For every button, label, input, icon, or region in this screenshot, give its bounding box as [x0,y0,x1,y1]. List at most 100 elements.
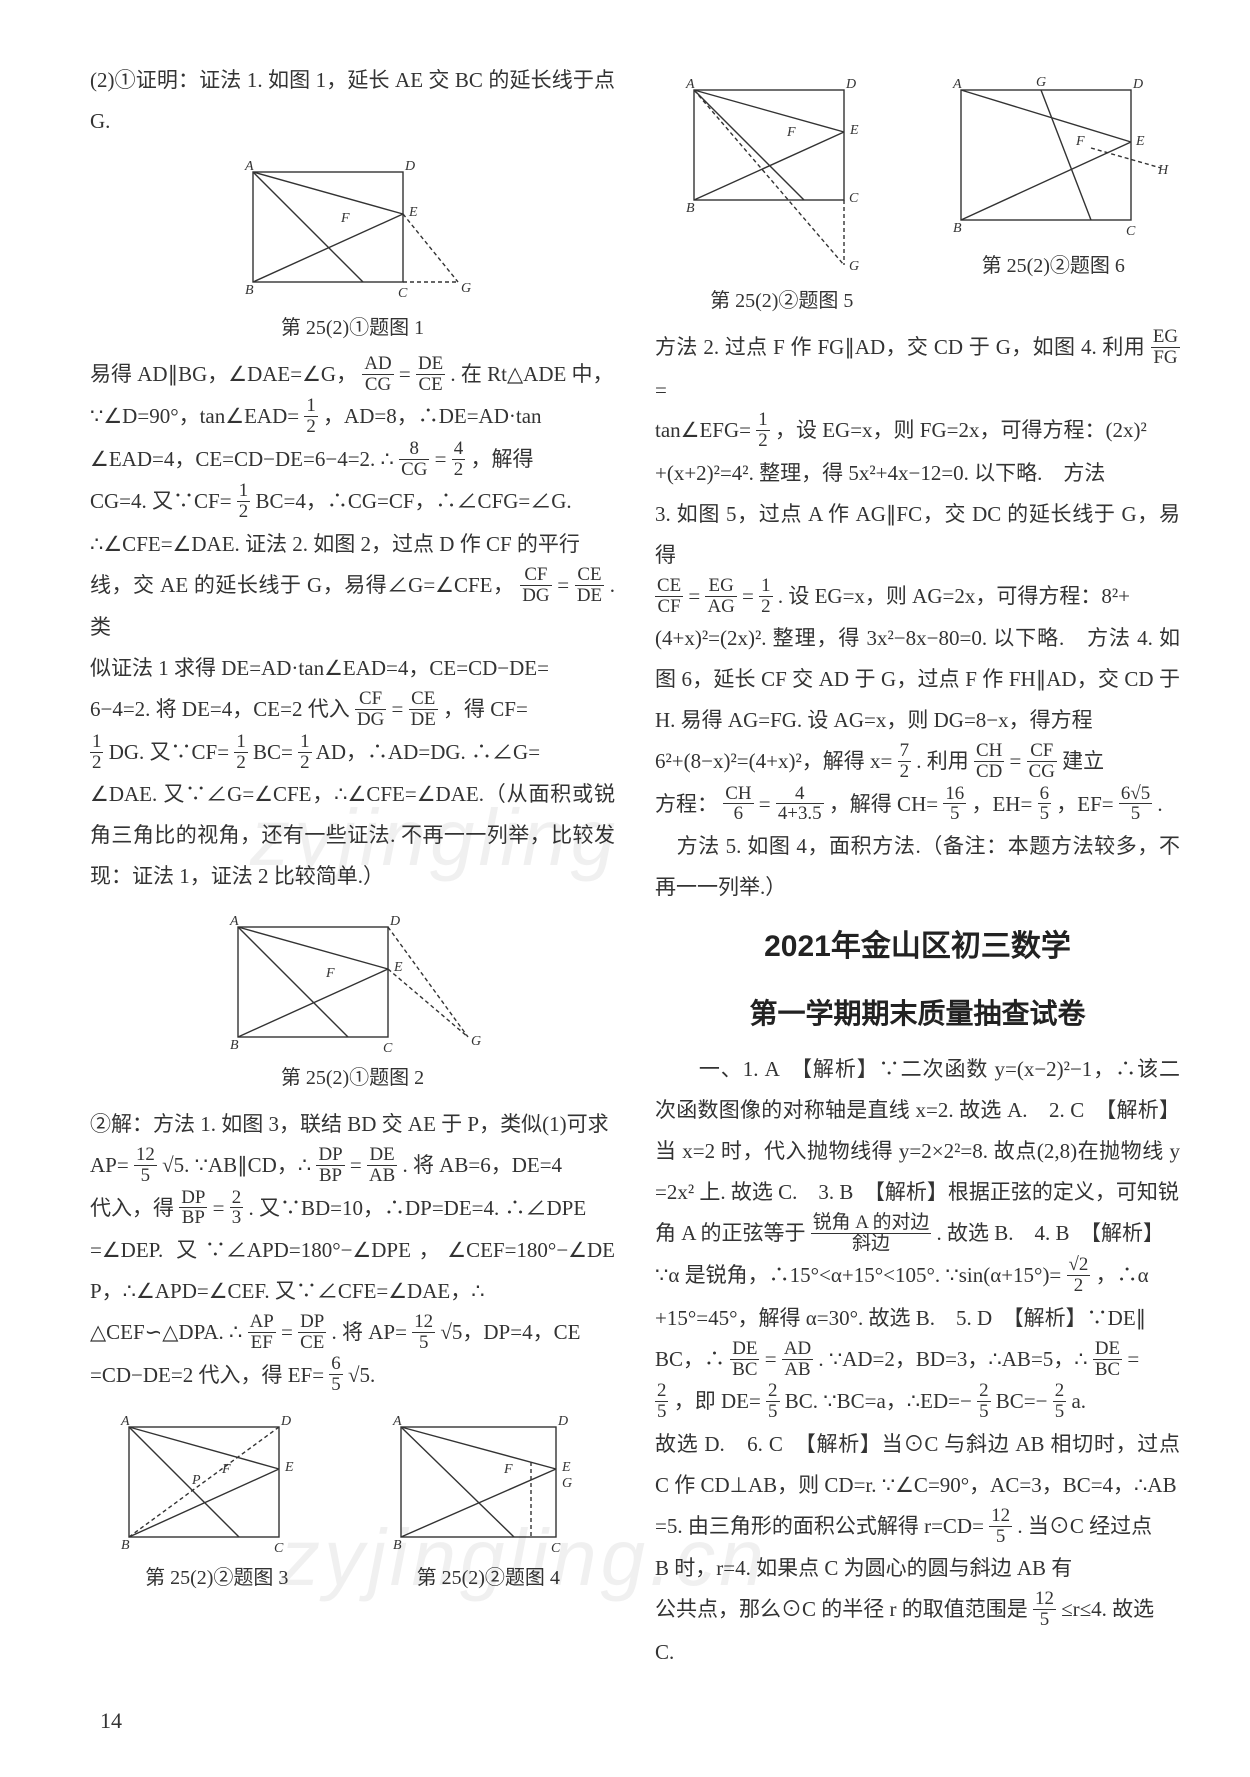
figure-25-2-2-img6: AGD BC EF H 第 25(2)②题图 6 [927,70,1181,321]
text: = [392,697,404,721]
text: 6−4=2. 将 DE=4，CE=2 代入 [90,697,350,721]
text: . ∵AD=2，BD=3，∴AB=5，∴ [818,1347,1087,1371]
svg-text:C: C [274,1541,284,1556]
text: DG. 又∵CF= [109,740,229,764]
text: = [655,378,667,402]
para: 似证法 1 求得 DE=AD·tan∠EAD=4，CE=CD−DE= [90,648,615,689]
fraction: EGFG [1151,327,1180,368]
para: B 时，r=4. 如果点 C 为圆心的圆与斜边 AB 有 [655,1548,1180,1589]
para: 方法 2. 过点 F 作 FG∥AD，交 CD 于 G，如图 4. 利用 EGF… [655,327,1180,410]
right-column: AD BC EF G 第 25(2)②题图 5 [655,60,1180,1673]
text: AD，∴AD=DG. ∴∠G= [316,740,540,764]
text: BC，∴ [655,1347,725,1371]
text: = [557,573,569,597]
fraction: CFDG [355,689,386,730]
para: BC，∴ DEBC = ADAB . ∵AD=2，BD=3，∴AB=5，∴ DE… [655,1339,1180,1382]
svg-text:A: A [685,77,695,92]
svg-text:G: G [849,259,859,274]
para: 公共点，那么⊙C 的半径 r 的取值范围是 125 ≤r≤4. 故选 [655,1589,1180,1632]
text: ∵α 是锐角，∴15°<α+15°<105°. ∵sin(α+15°)= [655,1263,1061,1287]
fraction: 8CG [399,439,429,480]
text: √5. ∵AB∥CD，∴ [162,1153,311,1177]
text: . 故选 B. 4. B 【解析】 [937,1221,1165,1245]
exam-title-sub: 第一学期期末质量抽查试卷 [655,987,1180,1042]
fraction: APEF [248,1312,276,1353]
text: 方程： [655,792,718,816]
svg-text:E: E [1135,134,1145,149]
fraction: 25 [655,1381,668,1422]
svg-text:E: E [561,1460,571,1475]
svg-text:H: H [1157,163,1169,178]
svg-text:G: G [461,281,471,296]
fraction: 125 [134,1145,157,1186]
text: = [765,1347,777,1371]
text: ∠EAD=4，CE=CD−DE=6−4=2. ∴ [90,447,394,471]
para: =5. 由三角形的面积公式解得 r=CD= 125 . 当⊙C 经过点 [655,1506,1180,1549]
fraction: DPBP [179,1188,207,1229]
text: BC= [253,740,293,764]
text: √5，DP=4，CE [440,1320,580,1344]
para: ∠DAE. 又∵∠G=∠CFE，∴∠CFE=∠DAE.（从面积或锐角三角比的视角… [90,774,615,897]
svg-text:D: D [389,914,400,929]
fraction: 12 [756,410,769,451]
figure-25-2-2-img3: AD BC EF P 第 25(2)②题图 3 [90,1407,344,1598]
figure-caption: 第 25(2)②题图 5 [655,282,909,321]
figure-caption: 第 25(2)①题图 2 [90,1059,615,1098]
fraction: 65 [1038,784,1051,825]
fraction: 6√55 [1119,784,1152,825]
text: = [1010,749,1022,773]
figure-25-2-2-img5: AD BC EF G 第 25(2)②题图 5 [655,70,909,321]
para: ∠EAD=4，CE=CD−DE=6−4=2. ∴ 8CG = 42 ，解得 [90,439,615,482]
para: 3. 如图 5，过点 A 作 AG∥FC，交 DC 的延长线于 G，易得 [655,494,1180,576]
svg-text:P: P [191,1473,201,1488]
text: BC=4，∴CG=CF，∴∠CFG=∠G. [256,489,572,513]
para: 12 DG. 又∵CF= 12 BC= 12 AD，∴AD=DG. ∴∠G= [90,732,615,775]
text: 易得 AD∥BG，∠DAE=∠G， [90,362,357,386]
para: 角 A 的正弦等于 锐角 A 的对边斜边 . 故选 B. 4. B 【解析】 [655,1213,1180,1256]
fraction: 125 [412,1312,435,1353]
para: CG=4. 又∵CF= 12 BC=4，∴CG=CF，∴∠CFG=∠G. [90,481,615,524]
fraction: 42 [452,439,465,480]
fraction: 12 [90,732,103,773]
fraction: 12 [304,396,317,437]
figure-25-2-1-img2: AD BC EF G 第 25(2)①题图 2 [90,907,615,1098]
svg-text:F: F [340,211,350,226]
para: 线，交 AE 的延长线于 G，易得∠G=∠CFE， CFDG = CEDE . … [90,565,615,648]
svg-text:B: B [953,221,962,236]
text: ，即 DE= [674,1389,761,1413]
svg-text:D: D [845,77,856,92]
fraction: CEDE [575,565,604,606]
svg-text:B: B [686,201,695,216]
text: 6²+(8−x)²=(4+x)²，解得 x= [655,749,892,773]
figure-caption: 第 25(2)②题图 3 [90,1559,344,1598]
para: AP= 125 √5. ∵AB∥CD，∴ DPBP = DEAB . 将 AB=… [90,1145,615,1188]
fraction: DEBC [1093,1339,1122,1380]
fraction: ADAB [782,1339,813,1380]
exam-title-main: 2021年金山区初三数学 [655,918,1180,977]
svg-text:A: A [120,1414,130,1429]
text: 角 A 的正弦等于 [655,1221,811,1245]
text: . 将 AB=6，DE=4 [402,1153,562,1177]
para: 25 ，即 DE= 25 BC. ∵BC=a，∴ED=− 25 BC=− 25 … [655,1381,1180,1424]
text: 方法 2. 过点 F 作 FG∥AD，交 CD 于 G，如图 4. 利用 [655,335,1145,359]
text: ，设 EG=x，则 FG=2x，可得方程：(2x)² [775,418,1147,442]
two-column-layout: (2)①证明：证法 1. 如图 1，延长 AE 交 BC 的延长线于点 G. A… [90,60,1180,1673]
svg-text:E: E [849,123,859,138]
text: a. [1071,1389,1086,1413]
svg-text:D: D [1132,77,1143,92]
text: = [435,447,447,471]
para: 易得 AD∥BG，∠DAE=∠G， ADCG = DECE . 在 Rt△ADE… [90,354,615,397]
figure-caption: 第 25(2)①题图 1 [90,309,615,348]
text: . 利用 [916,749,969,773]
fraction: 65 [329,1354,342,1395]
svg-text:G: G [471,1034,481,1049]
fraction: EGAG [705,576,736,617]
text: = [742,584,754,608]
svg-text:C: C [383,1041,393,1056]
fraction: DECE [416,354,445,395]
text: ，∴α [1096,1263,1149,1287]
svg-text:D: D [557,1414,568,1429]
fraction: CEDE [409,689,438,730]
text: ∵∠D=90°，tan∠EAD= [90,404,299,428]
fraction: DEAB [367,1145,397,1186]
